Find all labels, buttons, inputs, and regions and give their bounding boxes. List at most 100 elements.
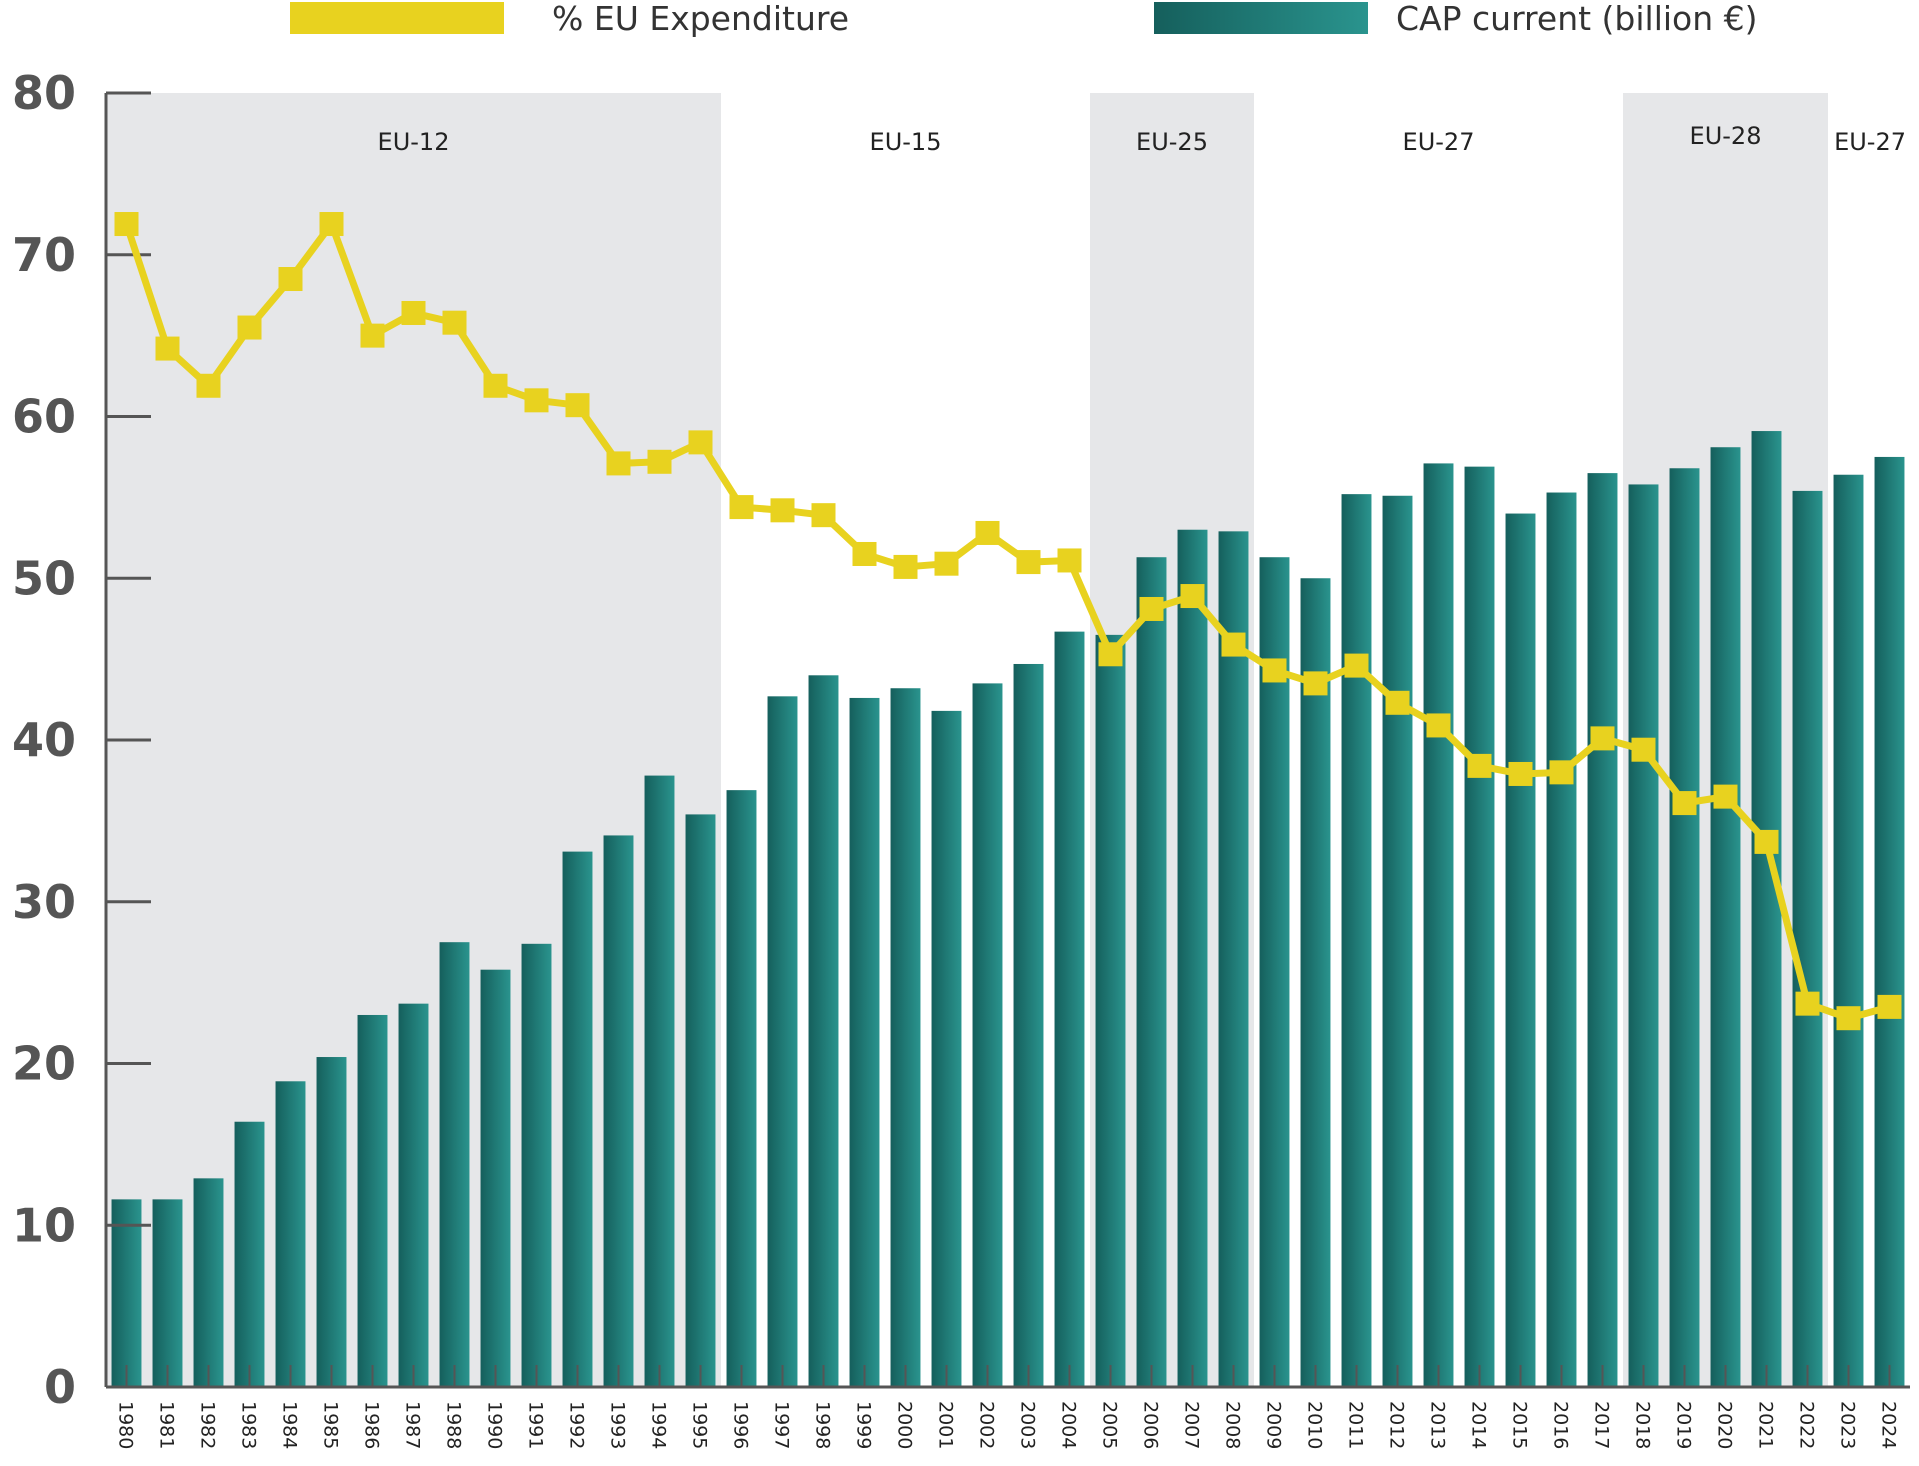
line-marker-2006 [1139,596,1164,621]
bar-1997 [767,696,798,1387]
bar-1995 [685,814,716,1387]
x-tick-label: 2003 [1017,1401,1039,1449]
x-tick-label: 1984 [279,1401,301,1449]
y-tick-label: 20 [12,1037,76,1091]
bar-2016 [1546,492,1577,1388]
bar-2015 [1505,513,1536,1387]
bar-1980 [111,1199,142,1387]
x-tick-label: 1985 [320,1401,342,1449]
legend-label-bar: CAP current (billion €) [1396,0,1758,38]
bar-2021 [1751,431,1782,1387]
line-marker-2014 [1467,753,1492,778]
line-marker-2022 [1795,991,1820,1016]
x-tick-label: 2011 [1345,1401,1367,1449]
line-marker-1993 [606,451,631,476]
x-tick-label: 2014 [1468,1401,1490,1449]
line-marker-1994 [647,449,672,474]
legend-swatch-bar [1154,2,1368,34]
x-tick-labels: 1980 1981 1982 1983 1984 1985 1986 1987 1988 1990… [115,1401,1900,1449]
bar-2002 [972,683,1003,1387]
line-marker-1981 [155,336,180,361]
bar-2023 [1833,474,1864,1388]
line-marker-1983 [237,315,262,340]
line-marker-2020 [1713,784,1738,809]
line-marker-1997 [770,498,795,523]
x-tick-label: 2022 [1796,1401,1818,1449]
era-label: EU-12 [378,128,450,156]
line-marker-2013 [1426,713,1451,738]
line-marker-1988 [442,310,467,335]
line-marker-1984 [278,267,303,292]
era-label: EU-27 [1403,128,1475,156]
line-marker-1991 [524,388,549,413]
bar-2022 [1792,490,1823,1387]
line-marker-1987 [401,300,426,325]
line-marker-2024 [1877,994,1902,1019]
bar-2011 [1341,494,1372,1387]
bar-2006 [1136,557,1167,1387]
bar-1983 [234,1121,265,1387]
x-tick-label: 2016 [1550,1401,1572,1449]
x-tick-label: 1995 [689,1401,711,1449]
bar-1999 [849,697,880,1387]
line-marker-2016 [1549,760,1574,785]
x-tick-label: 1986 [361,1401,383,1449]
line-marker-1996 [729,495,754,520]
bar-2009 [1259,557,1290,1387]
y-tick-label: 40 [12,713,76,767]
x-tick-label: 1991 [525,1401,547,1449]
x-tick-label: 1981 [156,1401,178,1449]
y-tick-label: 80 [12,66,76,120]
x-tick-label: 2021 [1755,1401,1777,1449]
bar-1987 [398,1003,429,1387]
y-tick-label: 0 [44,1360,76,1414]
line-marker-2019 [1672,791,1697,816]
line-marker-2012 [1385,690,1410,715]
x-tick-label: 2005 [1099,1401,1121,1449]
x-tick-label: 1987 [402,1401,424,1449]
line-marker-2005 [1098,642,1123,667]
era-label: EU-25 [1136,128,1208,156]
x-tick-label: 1996 [730,1401,752,1449]
x-tick-label: 2019 [1673,1401,1695,1449]
x-tick-label: 1999 [853,1401,875,1449]
line-marker-1992 [565,393,590,418]
line-marker-1985 [319,212,344,237]
line-series [114,212,1902,1031]
era-label: EU-15 [870,128,942,156]
y-tick-label: 70 [12,228,76,282]
line-marker-1982 [196,373,221,398]
x-tick-label: 2009 [1263,1401,1285,1449]
x-tick-label: 2006 [1140,1401,1162,1449]
x-tick-label: 2017 [1591,1401,1613,1449]
line-marker-2007 [1180,584,1205,609]
bar-1990 [480,969,511,1387]
x-tick-label: 1993 [607,1401,629,1449]
bar-2013 [1423,463,1454,1388]
bar-2017 [1587,473,1618,1387]
x-tick-label: 1992 [566,1401,588,1449]
bar-1994 [644,775,675,1387]
x-tick-label: 2000 [894,1401,916,1449]
bar-2005 [1095,634,1126,1387]
line-marker-2004 [1057,548,1082,573]
line-marker-2003 [1016,550,1041,575]
line-marker-2011 [1344,653,1369,678]
line-marker-2018 [1631,737,1656,762]
bar-2008 [1218,531,1249,1387]
bar-1981 [152,1199,183,1387]
line-marker-2002 [975,520,1000,545]
x-tick-label: 2015 [1509,1401,1531,1449]
bar-2004 [1054,631,1085,1387]
x-tick-label: 1998 [812,1401,834,1449]
axes [104,91,1910,1389]
line-marker-1998 [811,503,836,528]
y-tick-label: 60 [12,390,76,444]
x-tick-label: 2012 [1386,1401,1408,1449]
x-tick-label: 1997 [771,1401,793,1449]
bar-2000 [890,688,921,1387]
x-tick-label: 2024 [1878,1401,1900,1449]
era-labels: EU-12 EU-15 EU-25 EU-27 EU-28 EU-27 [378,122,1906,156]
y-tick-label: 50 [12,551,76,605]
line-marker-2009 [1262,658,1287,683]
